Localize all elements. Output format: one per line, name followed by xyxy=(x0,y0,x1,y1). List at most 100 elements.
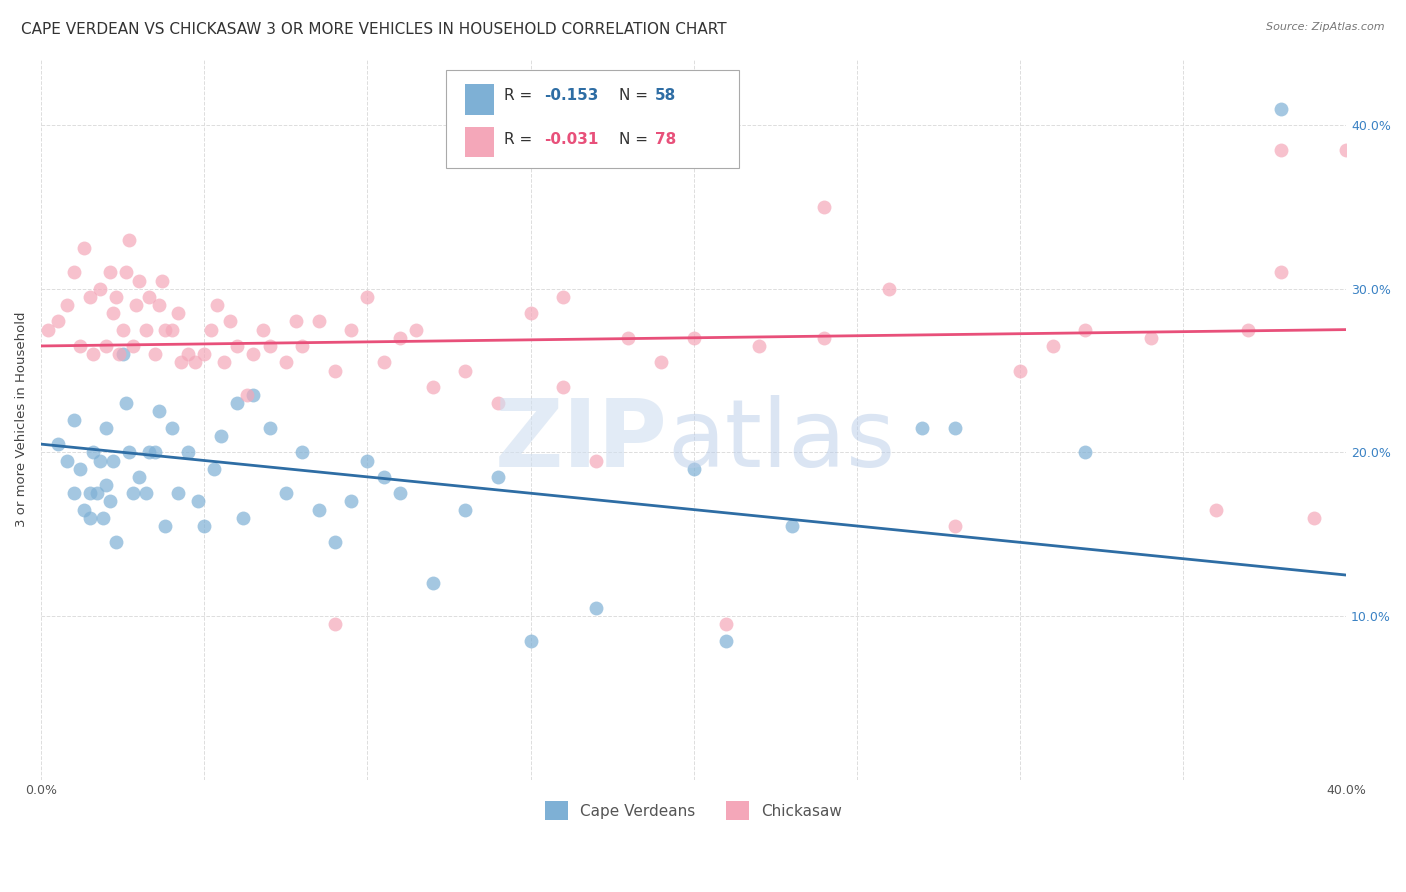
Point xyxy=(943,421,966,435)
Point xyxy=(72,241,94,255)
Point xyxy=(323,617,346,632)
Point xyxy=(553,290,575,304)
Point xyxy=(422,576,444,591)
Point xyxy=(212,355,235,369)
Point xyxy=(115,396,138,410)
Point xyxy=(1336,143,1358,157)
Point xyxy=(585,600,607,615)
Point xyxy=(943,519,966,533)
Point xyxy=(1042,339,1064,353)
Point xyxy=(46,314,69,328)
Text: R =: R = xyxy=(505,88,537,103)
Point xyxy=(115,265,138,279)
Point xyxy=(167,486,190,500)
Point xyxy=(193,519,215,533)
Point xyxy=(118,233,141,247)
Point xyxy=(716,633,738,648)
Point xyxy=(79,290,101,304)
Point xyxy=(79,486,101,500)
Point xyxy=(96,478,118,492)
Point xyxy=(242,388,264,402)
Point xyxy=(454,363,477,377)
Point xyxy=(148,404,170,418)
Point xyxy=(183,355,205,369)
Point xyxy=(121,339,143,353)
Point xyxy=(145,445,167,459)
Point xyxy=(89,453,111,467)
Point xyxy=(63,412,86,426)
Point xyxy=(63,265,86,279)
Point xyxy=(373,470,395,484)
Point xyxy=(291,445,314,459)
Point xyxy=(226,339,249,353)
Point xyxy=(553,380,575,394)
Y-axis label: 3 or more Vehicles in Household: 3 or more Vehicles in Household xyxy=(15,312,28,527)
Point xyxy=(226,396,249,410)
Point xyxy=(56,298,79,312)
Point xyxy=(69,461,91,475)
Point xyxy=(340,323,363,337)
Point xyxy=(1270,265,1292,279)
Point xyxy=(1302,510,1324,524)
Point xyxy=(486,396,509,410)
Point xyxy=(135,486,157,500)
Point xyxy=(650,355,672,369)
Point xyxy=(111,323,134,337)
Point xyxy=(422,380,444,394)
Point xyxy=(486,470,509,484)
Text: -0.031: -0.031 xyxy=(544,132,598,147)
Point xyxy=(519,633,541,648)
Point xyxy=(389,331,412,345)
Point xyxy=(86,486,108,500)
Point xyxy=(200,323,222,337)
Point xyxy=(98,494,121,508)
Point xyxy=(207,298,229,312)
Point xyxy=(209,429,232,443)
Text: atlas: atlas xyxy=(668,395,896,487)
Point xyxy=(96,421,118,435)
Point xyxy=(82,347,104,361)
Point xyxy=(405,323,427,337)
Point xyxy=(193,347,215,361)
Point xyxy=(682,331,704,345)
Point xyxy=(1074,445,1097,459)
Point xyxy=(202,461,225,475)
Point xyxy=(101,453,124,467)
Point xyxy=(121,486,143,500)
Point xyxy=(72,502,94,516)
Point xyxy=(454,502,477,516)
Point xyxy=(748,339,770,353)
Point xyxy=(813,331,835,345)
Point xyxy=(259,339,281,353)
Point xyxy=(187,494,209,508)
Point xyxy=(101,306,124,320)
Point xyxy=(323,535,346,549)
Point xyxy=(291,339,314,353)
Text: ZIP: ZIP xyxy=(495,395,668,487)
Point xyxy=(108,347,131,361)
Point xyxy=(219,314,242,328)
Point xyxy=(274,486,297,500)
Point xyxy=(82,445,104,459)
Point xyxy=(153,323,176,337)
Point xyxy=(252,323,274,337)
Point xyxy=(617,331,640,345)
Point xyxy=(105,535,128,549)
Point xyxy=(46,437,69,451)
Point xyxy=(160,421,183,435)
Point xyxy=(138,445,160,459)
FancyBboxPatch shape xyxy=(465,84,494,114)
FancyBboxPatch shape xyxy=(446,70,740,168)
Legend: Cape Verdeans, Chickasaw: Cape Verdeans, Chickasaw xyxy=(538,795,848,826)
Point xyxy=(167,306,190,320)
Point xyxy=(259,421,281,435)
Point xyxy=(63,486,86,500)
Point xyxy=(56,453,79,467)
Point xyxy=(118,445,141,459)
Point xyxy=(585,453,607,467)
Point xyxy=(780,519,803,533)
Point xyxy=(308,502,330,516)
Point xyxy=(284,314,307,328)
Point xyxy=(177,347,200,361)
Point xyxy=(128,273,150,287)
